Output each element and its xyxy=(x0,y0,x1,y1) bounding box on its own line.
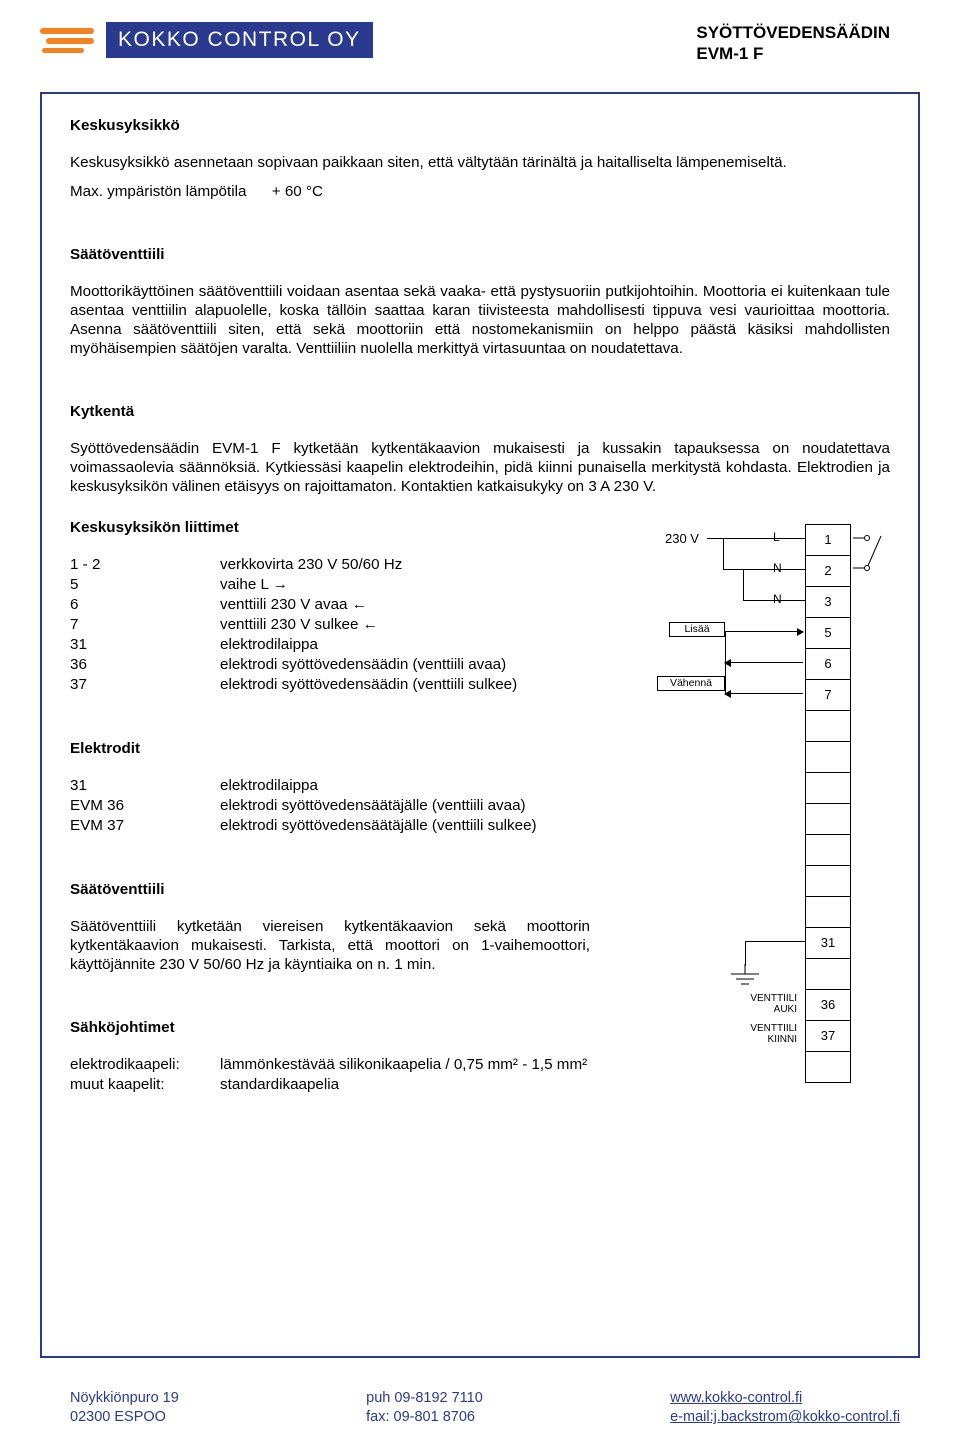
term-e1 xyxy=(806,711,850,742)
footer-address: Nöykkiönpuro 19 02300 ESPOO xyxy=(70,1389,179,1428)
section-title-keskusyksikko: Keskusyksikkö xyxy=(70,116,890,135)
diag-supply-label: 230 V xyxy=(665,532,699,545)
elektrodit-v-0: elektrodilaippa xyxy=(220,776,537,796)
liittimet-k-6: 37 xyxy=(70,675,220,695)
elektrodit-v-2: elektrodi syöttövedensäätäjälle (venttii… xyxy=(220,816,537,836)
switch-icon xyxy=(853,526,889,574)
liittimet-v-0: verkkovirta 230 V 50/60 Hz xyxy=(220,555,517,575)
sahkojohtimet-k-0: elektrodikaapeli: xyxy=(70,1055,220,1075)
term-e2 xyxy=(806,742,850,773)
liittimet-table: 1 - 2verkkovirta 230 V 50/60 Hz 5vaihe L… xyxy=(70,555,517,695)
liittimet-k-1: 5 xyxy=(70,575,220,595)
left-column: Keskusyksikön liittimet 1 - 2verkkovirta… xyxy=(70,518,645,1117)
term-e9 xyxy=(806,1052,850,1082)
header: KOKKO CONTROL OY SYÖTTÖVEDENSÄÄDIN EVM-1… xyxy=(0,0,960,65)
term-e7 xyxy=(806,897,850,928)
content-frame: Keskusyksikkö Keskusyksikkö asennetaan s… xyxy=(40,92,920,1358)
liittimet-v-1: vaihe L → xyxy=(220,575,517,595)
elektrodit-k-1: EVM 36 xyxy=(70,796,220,816)
footer-addr1: Nöykkiönpuro 19 xyxy=(70,1389,179,1409)
logo-swirl-icon xyxy=(40,22,100,58)
saatoventtiili2-p1: Säätöventtiili kytketään viereisen kytke… xyxy=(70,917,590,974)
elektrodit-table: 31elektrodilaippa EVM 36elektrodi syöttö… xyxy=(70,776,537,836)
liittimet-k-5: 36 xyxy=(70,655,220,675)
sahkojohtimet-v-1: standardikaapelia xyxy=(220,1075,587,1095)
footer-web: www.kokko-control.fi e-mail:j.backstrom@… xyxy=(670,1389,900,1428)
sahkojohtimet-v-0: lämmönkestävää silikonikaapelia / 0,75 m… xyxy=(220,1055,587,1075)
footer-contact: puh 09-8192 7110 fax: 09-801 8706 xyxy=(366,1389,483,1428)
liittimet-v-5: elektrodi syöttövedensäädin (venttiili a… xyxy=(220,655,517,675)
term-e6 xyxy=(806,866,850,897)
ground-icon xyxy=(725,964,765,992)
liittimet-k-2: 6 xyxy=(70,595,220,615)
sahkojohtimet-k-1: muut kaapelit: xyxy=(70,1075,220,1095)
term-e3 xyxy=(806,773,850,804)
company-name: KOKKO CONTROL OY xyxy=(106,22,373,58)
term-2: 2 xyxy=(806,556,850,587)
liittimet-v-4: elektrodilaippa xyxy=(220,635,517,655)
diag-vent-auki: VENTTIILI AUKI xyxy=(727,994,797,1015)
term-31: 31 xyxy=(806,928,850,959)
term-1: 1 xyxy=(806,525,850,556)
elektrodit-k-0: 31 xyxy=(70,776,220,796)
term-3: 3 xyxy=(806,587,850,618)
term-7: 7 xyxy=(806,680,850,711)
logo: KOKKO CONTROL OY xyxy=(40,22,373,58)
section-title-saatoventtiili1: Säätöventtiili xyxy=(70,245,890,264)
liittimet-k-4: 31 xyxy=(70,635,220,655)
doc-title-block: SYÖTTÖVEDENSÄÄDIN EVM-1 F xyxy=(696,22,890,65)
liittimet-k-0: 1 - 2 xyxy=(70,555,220,575)
footer-email-link[interactable]: e-mail:j.backstrom@kokko-control.fi xyxy=(670,1409,900,1425)
keskusyksikko-p1: Keskusyksikkö asennetaan sopivaan paikka… xyxy=(70,153,890,172)
liittimet-v-6: elektrodi syöttövedensäädin (venttiili s… xyxy=(220,675,517,695)
section-title-elektrodit: Elektrodit xyxy=(70,739,645,758)
diag-vahenna-box: Vähennä xyxy=(657,676,725,691)
term-6: 6 xyxy=(806,649,850,680)
wiring-diagram: 230 V L N N Lisää Vähennä xyxy=(665,518,890,1124)
section-title-liittimet: Keskusyksikön liittimet xyxy=(70,518,645,537)
liittimet-k-3: 7 xyxy=(70,615,220,635)
diag-lisaa-box: Lisää xyxy=(669,622,725,637)
term-36: 36 xyxy=(806,990,850,1021)
max-temp-label: Max. ympäristön lämpötila xyxy=(70,183,246,200)
kytkenta-p1: Syöttövedensäädin EVM-1 F kytketään kytk… xyxy=(70,439,890,496)
term-37: 37 xyxy=(806,1021,850,1052)
section-title-kytkenta: Kytkentä xyxy=(70,402,890,421)
term-e8 xyxy=(806,959,850,990)
term-5: 5 xyxy=(806,618,850,649)
footer-phone: puh 09-8192 7110 xyxy=(366,1389,483,1409)
doc-title-line2: EVM-1 F xyxy=(696,43,890,64)
doc-title-line1: SYÖTTÖVEDENSÄÄDIN xyxy=(696,22,890,43)
footer-addr2: 02300 ESPOO xyxy=(70,1408,179,1428)
footer-web-link[interactable]: www.kokko-control.fi xyxy=(670,1390,802,1406)
elektrodit-v-1: elektrodi syöttövedensäätäjälle (venttii… xyxy=(220,796,537,816)
sahkojohtimet-table: elektrodikaapeli:lämmönkestävää silikoni… xyxy=(70,1055,587,1095)
liittimet-v-3: venttiili 230 V sulkee ← xyxy=(220,615,517,635)
footer-fax: fax: 09-801 8706 xyxy=(366,1408,483,1428)
page: KOKKO CONTROL OY SYÖTTÖVEDENSÄÄDIN EVM-1… xyxy=(0,0,960,1450)
diag-vent-kiinni: VENTTIILI KIINNI xyxy=(727,1024,797,1045)
saatoventtiili1-p1: Moottorikäyttöinen säätöventtiili voidaa… xyxy=(70,282,890,358)
elektrodit-k-2: EVM 37 xyxy=(70,816,220,836)
liittimet-v-2: venttiili 230 V avaa ← xyxy=(220,595,517,615)
section-title-sahkojohtimet: Sähköjohtimet xyxy=(70,1018,645,1037)
max-temp-value: + 60 °C xyxy=(272,183,323,200)
footer: Nöykkiönpuro 19 02300 ESPOO puh 09-8192 … xyxy=(70,1389,900,1428)
term-e4 xyxy=(806,804,850,835)
term-e5 xyxy=(806,835,850,866)
section-title-saatoventtiili2: Säätöventtiili xyxy=(70,880,645,899)
